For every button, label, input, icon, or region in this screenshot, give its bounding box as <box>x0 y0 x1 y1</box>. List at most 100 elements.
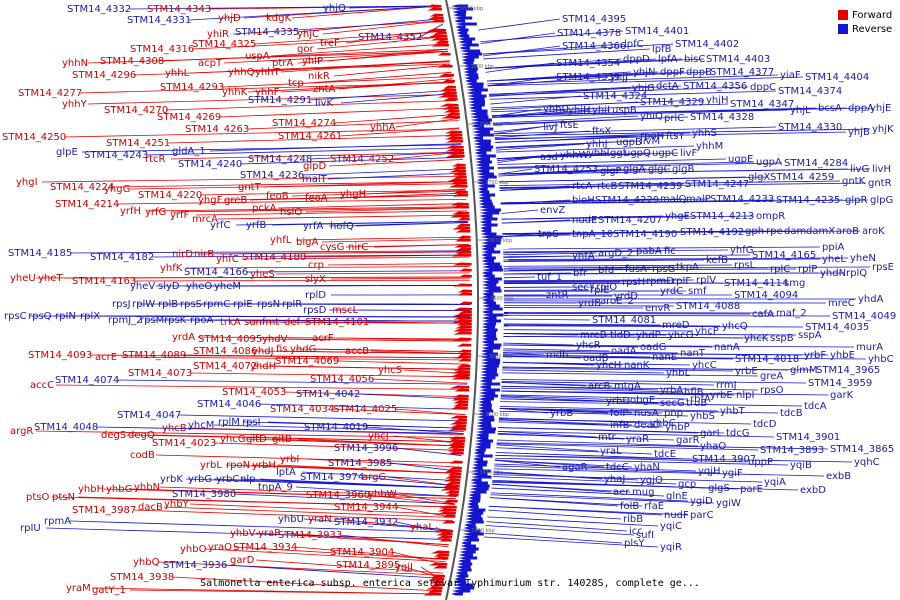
gene-label: yhgE <box>665 211 690 222</box>
gene-label: STM14_4263 <box>185 124 249 135</box>
gene-label: rpmJ_2 <box>108 315 143 326</box>
gene-label: STM14_3904 <box>330 547 394 558</box>
forward-gene-arrows <box>423 4 472 596</box>
gene-leader-line <box>503 348 610 352</box>
reverse-gene-arrow <box>481 313 504 317</box>
gene-label: asd <box>540 152 558 163</box>
gene-leader-line <box>233 493 456 505</box>
forward-gene-arrow <box>448 466 462 470</box>
reverse-gene-arrow <box>470 481 488 485</box>
gene-label: STM14_4056 <box>310 374 374 385</box>
reverse-gene-arrow <box>462 64 477 68</box>
gene-label: yhgF <box>198 195 223 206</box>
gene-leader-line <box>111 181 466 188</box>
forward-gene-arrow <box>425 4 442 8</box>
forward-gene-arrow <box>427 16 444 20</box>
gene-label: livK <box>315 98 333 109</box>
gene-label: tuf_1 <box>537 272 562 283</box>
reverse-gene-arrow <box>473 457 484 461</box>
gene-leader-line <box>494 126 777 135</box>
genome-caption: Salmonella enterica subsp. enterica sero… <box>200 578 700 589</box>
reverse-gene-arrow <box>477 415 494 419</box>
gene-label: STM14_3960 <box>306 490 370 501</box>
gene-leader-line <box>503 276 536 279</box>
gene-label: yhdN <box>820 268 846 279</box>
gene-leader-line <box>69 250 470 254</box>
gene-label: slyX <box>305 274 326 285</box>
reverse-gene-arrow <box>476 178 489 182</box>
gene-leader-line <box>41 175 465 183</box>
reverse-gene-arrow <box>480 241 501 245</box>
reverse-gene-arrow <box>461 58 475 62</box>
gene-leader-line <box>63 128 460 138</box>
gene-label: glpG <box>870 195 893 206</box>
gene-label: yqiC <box>660 521 682 532</box>
gene-label: yqiR <box>660 542 682 553</box>
gene-label: sufI <box>636 530 654 541</box>
gene-label: yhaJ <box>604 474 625 485</box>
gene-label: rpsM <box>140 315 164 326</box>
gene-label: yhcH <box>596 360 621 371</box>
gene-leader-line <box>480 30 624 43</box>
gene-label: yhbT <box>720 406 746 417</box>
gene-label: yheN <box>850 253 876 264</box>
gene-leader-line <box>133 279 470 282</box>
gene-label: uspB <box>612 105 637 116</box>
gene-label: glgP <box>600 166 622 177</box>
gene-label: STM14_4354 <box>556 58 620 69</box>
legend-item-forward: Forward <box>838 8 892 22</box>
gene-label: STM14_4259 <box>770 172 834 183</box>
reverse-gene-arrow <box>458 40 473 44</box>
gene-label: tnpA_9 <box>258 482 293 493</box>
gene-leader-line <box>492 116 689 125</box>
gene-label: zntR <box>546 290 569 301</box>
gene-leader-line <box>294 546 447 560</box>
reverse-gene-arrow <box>473 142 491 146</box>
gene-leader-line <box>305 458 461 468</box>
gene-leader-line <box>195 210 468 216</box>
gene-leader-line <box>489 86 749 96</box>
gene-label: mtgA <box>614 381 641 392</box>
gene-label: STM14_3932 <box>334 517 398 528</box>
gene-leader-line <box>275 365 469 370</box>
gene-label: yhcB <box>162 423 187 434</box>
reverse-gene-arrow <box>473 451 485 455</box>
gene-label: STM14_3987 <box>72 505 136 516</box>
gene-leader-line <box>309 89 455 101</box>
forward-gene-arrow <box>457 349 472 353</box>
gene-leader-line <box>297 50 449 64</box>
gene-label: gcp <box>678 479 696 490</box>
reverse-gene-arrow <box>479 220 492 224</box>
reverse-gene-arrow <box>474 148 492 152</box>
reverse-gene-arrow <box>471 466 483 470</box>
gene-leader-line <box>491 487 665 497</box>
gene-leader-line <box>503 257 849 260</box>
forward-gene-arrow <box>441 115 461 119</box>
gene-label: STM14_4347 <box>730 99 794 110</box>
forward-gene-arrow <box>452 163 466 167</box>
reverse-gene-arrow <box>481 337 498 341</box>
gene-label: dppC <box>750 82 776 93</box>
gene-leader-line <box>484 536 659 548</box>
reverse-gene-arrow <box>481 289 502 293</box>
gene-label: prlC <box>664 113 684 124</box>
reverse-gene-arrow <box>481 256 496 260</box>
gene-leader-line <box>494 465 721 474</box>
gene-label: STM14_4253 <box>534 164 598 175</box>
gene-leader-line <box>503 350 679 354</box>
gene-label: greA <box>760 371 783 382</box>
forward-gene-arrow <box>451 397 469 401</box>
gene-leader-line <box>394 408 466 415</box>
tick-label: 3650 kbp <box>489 238 513 244</box>
gene-label: tdcE <box>654 449 676 460</box>
gene-label: STM14_4220 <box>138 190 202 201</box>
gene-label: rpmD <box>646 276 674 287</box>
gene-label: ugpE <box>728 154 753 165</box>
gene-leader-line <box>280 60 450 73</box>
reverse-gene-arrow <box>478 193 496 197</box>
forward-gene-arrow <box>436 532 453 536</box>
gene-leader-line <box>295 486 457 497</box>
reverse-gene-arrow <box>481 250 501 254</box>
reverse-gene-arrow <box>480 229 492 233</box>
